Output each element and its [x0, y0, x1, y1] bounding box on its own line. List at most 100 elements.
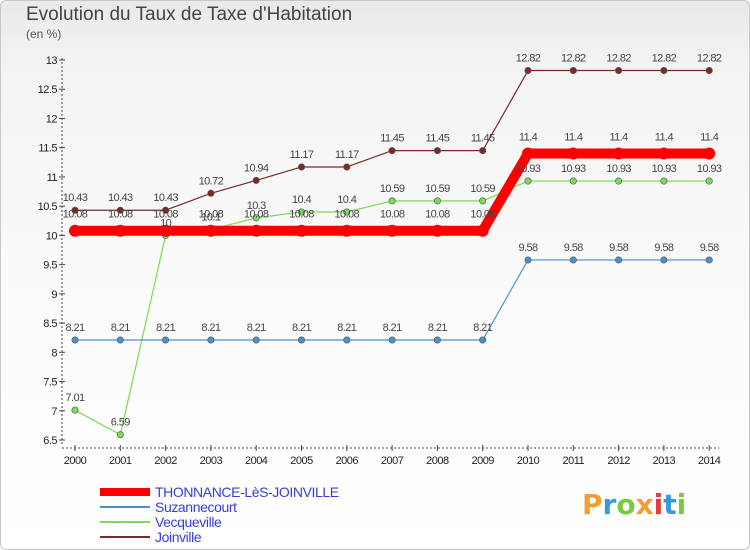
- y-tick-label: 13: [46, 55, 58, 67]
- x-tick-label: 2006: [336, 455, 359, 467]
- data-point: [114, 224, 127, 237]
- logo-letter: i: [653, 488, 664, 521]
- logo-letter: t: [663, 488, 677, 521]
- data-point: [657, 147, 670, 160]
- data-point: [569, 67, 577, 75]
- legend-swatch: [100, 506, 150, 508]
- data-point: [479, 336, 487, 344]
- data-point: [476, 224, 489, 237]
- data-label: 10.43: [153, 192, 178, 204]
- y-tick-label: 9: [51, 289, 57, 301]
- data-label: 10.43: [63, 192, 88, 204]
- data-point: [433, 147, 441, 155]
- data-label: 10.1: [201, 212, 220, 224]
- data-point: [479, 197, 487, 205]
- data-point: [479, 147, 487, 155]
- data-label: 8.21: [65, 322, 84, 334]
- legend-label: THONNANCE-LèS-JOINVILLE: [155, 484, 339, 500]
- data-label: 11.45: [471, 133, 495, 145]
- data-label: 11.4: [655, 132, 674, 144]
- data-label: 10.4: [337, 194, 356, 206]
- data-label: 10.59: [470, 183, 495, 195]
- data-label: 10.94: [244, 162, 269, 174]
- data-label: 7.01: [65, 392, 84, 404]
- data-label: 12.82: [606, 53, 631, 65]
- y-tick-label: 11: [47, 172, 58, 184]
- data-label: 11.45: [380, 133, 404, 145]
- y-tick-label: 9.5: [43, 260, 57, 272]
- data-label: 10.08: [244, 209, 269, 221]
- data-point: [116, 206, 124, 214]
- data-label: 12.82: [652, 53, 677, 65]
- logo-letter: i: [676, 488, 687, 521]
- data-point: [615, 67, 623, 75]
- data-label: 10.93: [697, 163, 722, 175]
- data-point: [297, 208, 305, 216]
- legend-label: Vecqueville: [155, 514, 222, 530]
- data-point: [567, 147, 580, 160]
- data-label: 10.93: [561, 163, 586, 175]
- x-tick-label: 2008: [426, 455, 449, 467]
- data-point: [386, 224, 399, 237]
- data-point: [116, 336, 124, 344]
- y-tick-label: 11.5: [38, 143, 57, 155]
- x-tick-label: 2007: [381, 455, 404, 467]
- data-point: [615, 177, 623, 185]
- data-label: 10.93: [516, 163, 541, 175]
- x-tick-label: 2013: [653, 455, 676, 467]
- y-tick-label: 7.5: [43, 377, 57, 389]
- data-point: [388, 197, 396, 205]
- x-tick-label: 2005: [290, 455, 313, 467]
- data-labels-layer: 10.08 10.08 10.08 10.08 10.08 10.08 10.08 10.08…: [63, 53, 723, 429]
- data-label: 8.21: [292, 322, 311, 334]
- data-point: [340, 224, 353, 237]
- data-point: [569, 177, 577, 185]
- data-label: 8.21: [247, 322, 266, 334]
- data-label: 11.4: [609, 132, 628, 144]
- legend-swatch: [100, 521, 150, 523]
- chart-axes: 6.5 7 7.5 8 8.5 9 9.5 10 10.5 11 11.5 12 12.5 13 2000 2…: [38, 55, 722, 467]
- data-point: [297, 163, 305, 171]
- data-label: 8.21: [383, 322, 402, 334]
- data-point: [71, 406, 79, 414]
- data-label: 10.08: [63, 209, 88, 221]
- data-label: 8.21: [201, 322, 220, 334]
- data-label: 10.43: [108, 192, 133, 204]
- data-point: [660, 256, 668, 264]
- data-label: 8.21: [111, 322, 130, 334]
- data-label: 10.3: [247, 200, 266, 212]
- data-point: [295, 224, 308, 237]
- data-label: 10.93: [652, 163, 677, 175]
- legend-label: Suzannecourt: [155, 499, 237, 515]
- data-point: [660, 67, 668, 75]
- data-label: 11.17: [290, 149, 314, 161]
- data-point: [162, 206, 170, 214]
- data-label: 8.21: [473, 322, 492, 334]
- data-point: [343, 163, 351, 171]
- data-point: [343, 336, 351, 344]
- data-label: 8.21: [428, 322, 447, 334]
- series-joinville: [71, 67, 713, 214]
- data-label: 9.58: [609, 242, 628, 254]
- data-point: [207, 189, 215, 197]
- data-label: 10.08: [289, 209, 314, 221]
- y-tick-label: 10: [46, 230, 58, 242]
- data-point: [252, 176, 260, 184]
- data-label: 10.08: [470, 209, 495, 221]
- logo-letter: o: [616, 488, 636, 521]
- data-label: 11.4: [519, 132, 538, 144]
- data-label: 9.58: [564, 242, 583, 254]
- series-layer: [69, 67, 716, 439]
- x-tick-label: 2012: [607, 455, 630, 467]
- data-point: [705, 177, 713, 185]
- x-tick-label: 2000: [64, 455, 87, 467]
- y-tick-label: 7: [51, 406, 57, 418]
- data-label: 10.59: [380, 183, 405, 195]
- data-point: [705, 67, 713, 75]
- data-label: 12.82: [561, 53, 586, 65]
- y-tick-label: 8.5: [43, 318, 57, 330]
- data-point: [388, 147, 396, 155]
- data-label: 10.4: [292, 194, 311, 206]
- data-point: [660, 177, 668, 185]
